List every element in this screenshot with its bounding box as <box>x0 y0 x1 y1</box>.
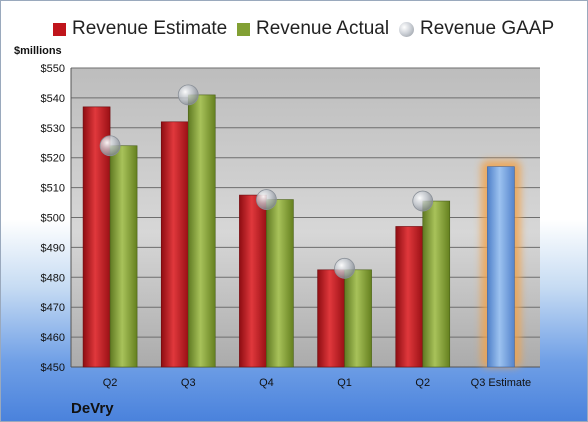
y-tick-label: $450 <box>41 362 65 374</box>
legend-item-revenue-actual: Revenue Actual <box>237 15 389 43</box>
x-tick-label: Q2 <box>103 377 118 389</box>
x-tick-label: Q4 <box>259 377 274 389</box>
y-tick-label: $460 <box>41 332 65 344</box>
y-tick-label: $530 <box>41 123 65 135</box>
actual-bar <box>109 145 138 368</box>
x-tick-label: Q1 <box>337 377 352 389</box>
brand-label: DeVry <box>71 400 114 417</box>
y-tick-label: $540 <box>41 93 65 105</box>
estimate-bar-highlight <box>487 166 515 368</box>
gaap-marker <box>412 190 434 212</box>
legend-swatch-revenue-estimate <box>53 22 66 36</box>
estimate-bar <box>395 226 424 368</box>
legend: Revenue Estimate Revenue Actual Revenue … <box>1 15 587 43</box>
gaap-marker <box>334 257 355 279</box>
legend-label-revenue-actual: Revenue Actual <box>256 18 390 39</box>
y-tick-label: $490 <box>41 242 65 254</box>
actual-bar <box>422 200 451 368</box>
estimate-bar <box>239 194 267 368</box>
x-tick-label: Q3 <box>181 377 196 389</box>
y-tick-label: $480 <box>41 272 65 284</box>
y-tick-label: $500 <box>41 213 65 225</box>
gaap-marker <box>99 135 121 157</box>
legend-item-revenue-estimate: Revenue Estimate <box>53 15 227 43</box>
actual-bar <box>266 199 294 368</box>
legend-item-revenue-gaap: Revenue GAAP <box>399 15 554 43</box>
y-tick-label: $470 <box>41 302 65 314</box>
legend-label-revenue-estimate: Revenue Estimate <box>72 18 228 39</box>
actual-bar <box>344 269 372 368</box>
y-tick-label: $510 <box>41 183 65 195</box>
y-tick-label: $550 <box>41 63 65 75</box>
y-axis-unit-label: $millions <box>14 45 62 57</box>
estimate-bar <box>317 269 345 368</box>
gaap-marker <box>177 84 199 106</box>
actual-bar <box>187 94 216 368</box>
estimate-bar <box>160 121 189 368</box>
x-tick-label: Q3 Estimate <box>471 377 532 389</box>
x-tick-label: Q2 <box>415 377 430 389</box>
y-tick-label: $520 <box>41 153 65 165</box>
legend-swatch-revenue-gaap <box>399 21 414 37</box>
legend-label-revenue-gaap: Revenue GAAP <box>420 18 555 39</box>
gaap-marker <box>256 189 277 210</box>
legend-swatch-revenue-actual <box>237 22 250 36</box>
